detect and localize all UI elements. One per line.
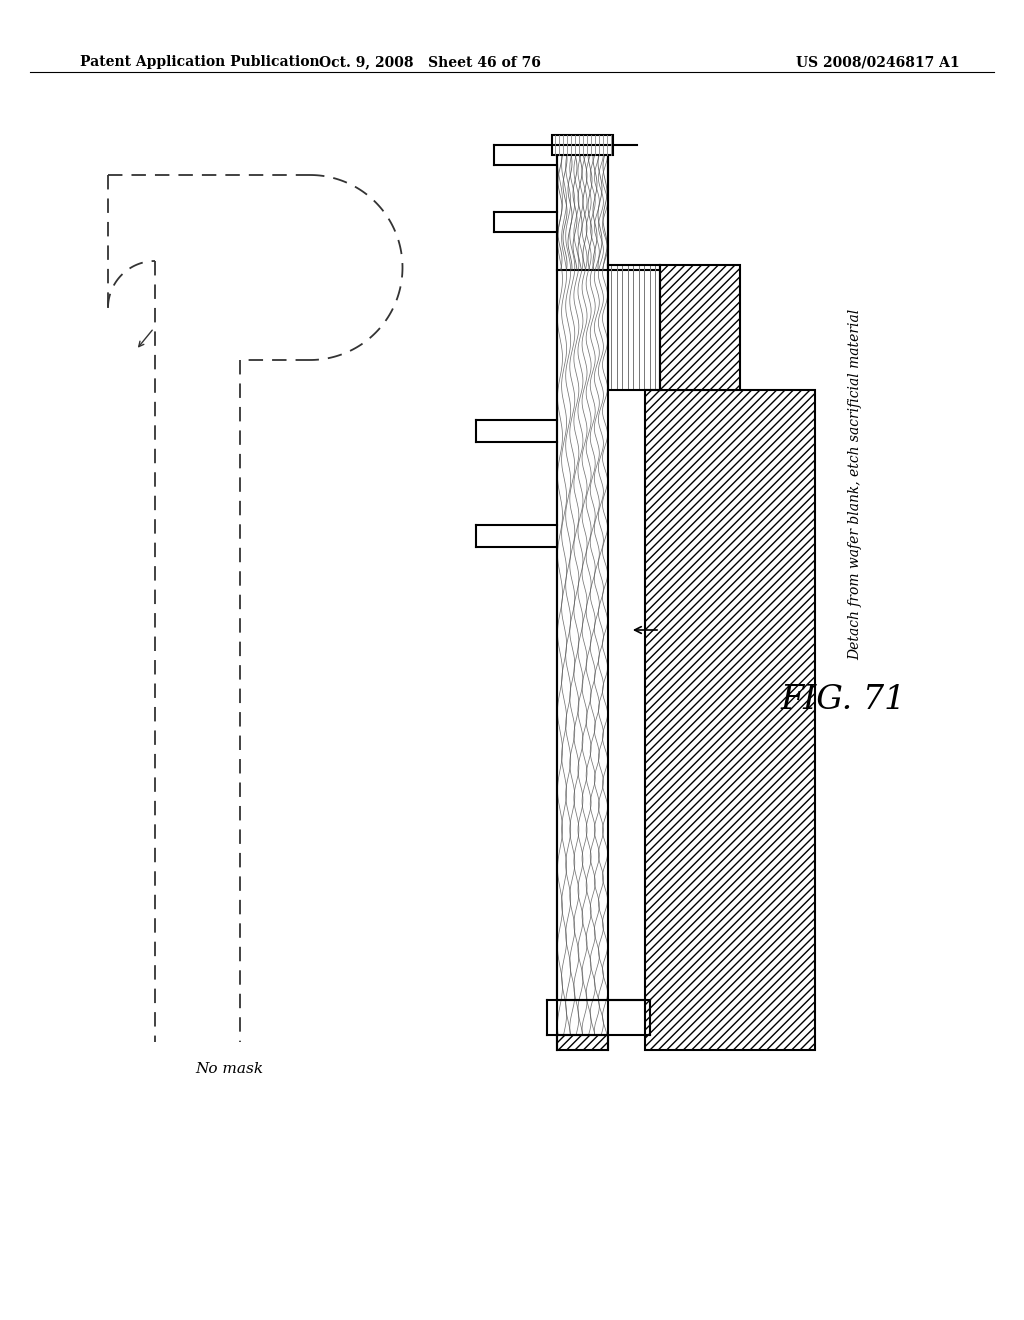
Bar bbox=[645, 389, 815, 1049]
Bar bbox=[557, 1035, 608, 1049]
Text: Patent Application Publication: Patent Application Publication bbox=[80, 55, 319, 69]
Bar bbox=[552, 135, 613, 154]
Text: Oct. 9, 2008   Sheet 46 of 76: Oct. 9, 2008 Sheet 46 of 76 bbox=[319, 55, 541, 69]
Text: FIG. 71: FIG. 71 bbox=[780, 684, 905, 715]
Text: Detach from wafer blank, etch sacrificial material: Detach from wafer blank, etch sacrificia… bbox=[848, 309, 862, 660]
Text: No mask: No mask bbox=[195, 1063, 263, 1076]
Bar bbox=[660, 265, 740, 389]
Text: US 2008/0246817 A1: US 2008/0246817 A1 bbox=[797, 55, 961, 69]
Bar bbox=[557, 271, 680, 1001]
